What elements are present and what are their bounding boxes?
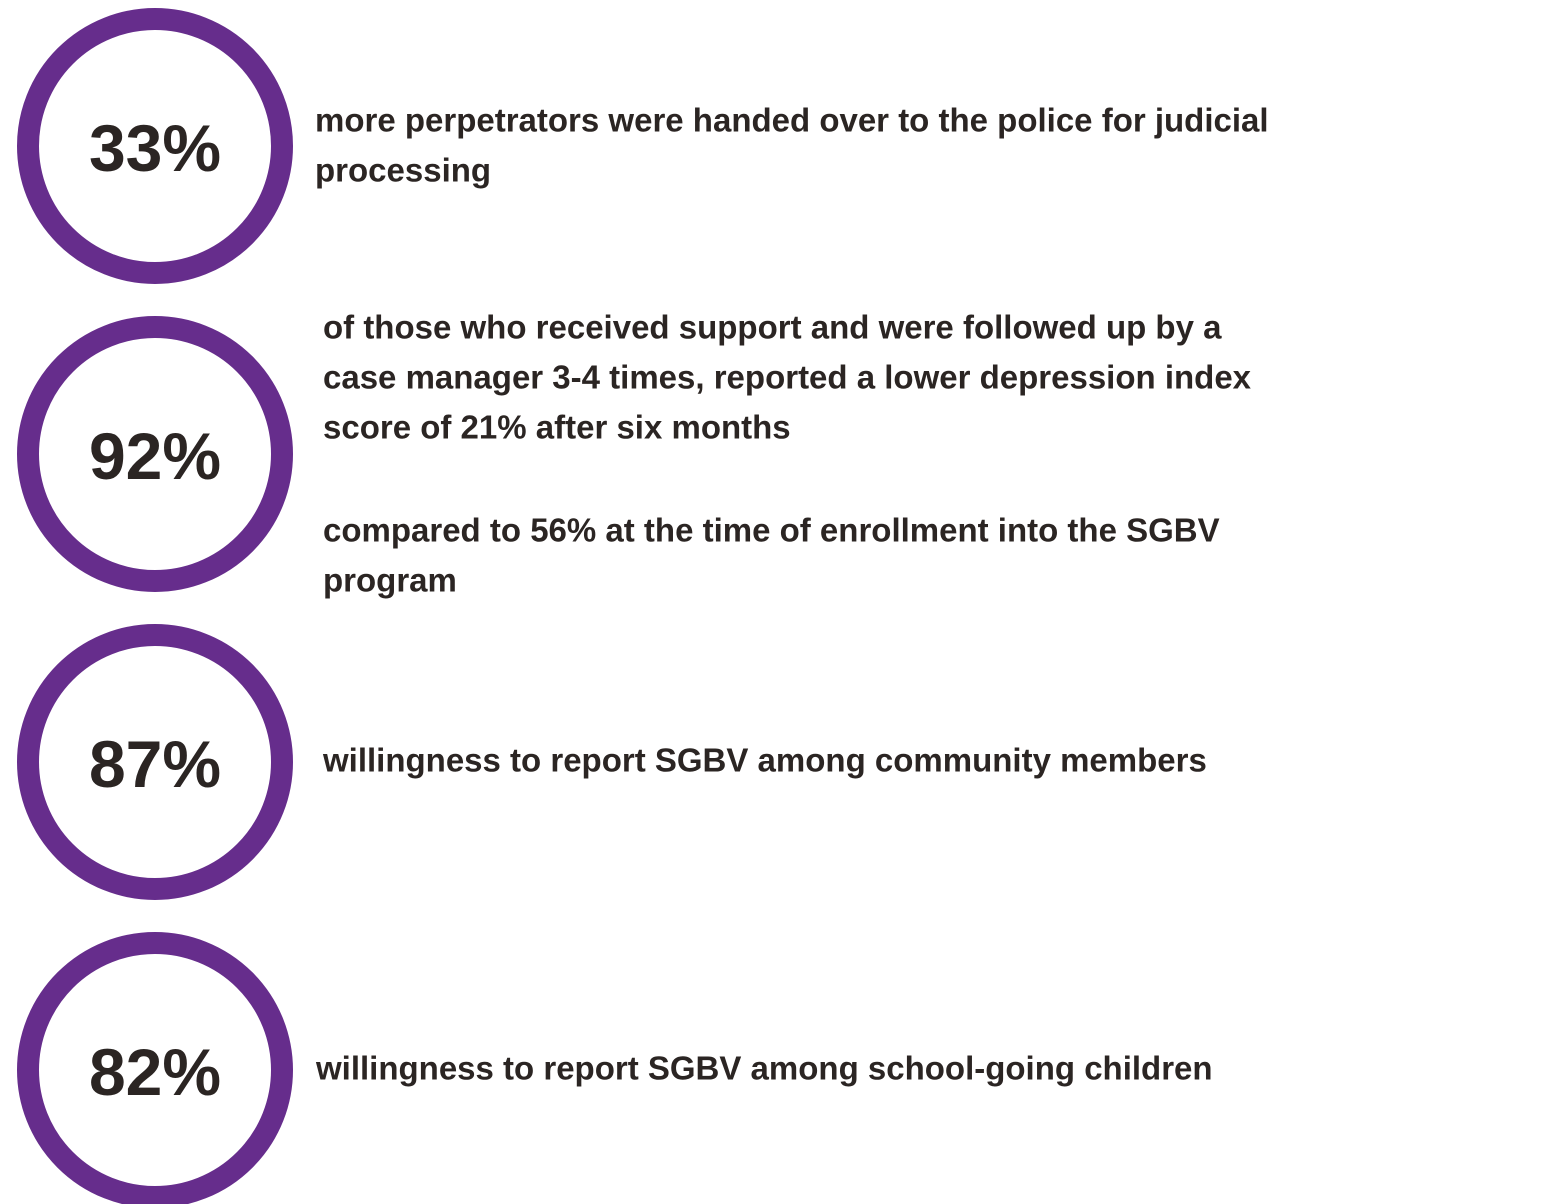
description-line: willingness to report SGBV among communi… [322,742,1207,779]
description-line: program [323,562,457,599]
stat-ring [17,8,293,284]
description-line: compared to 56% at the time of enrollmen… [323,512,1220,549]
stat-value: 87% [89,727,221,801]
description-line: case manager 3-4 times, reported a lower… [323,359,1252,396]
stat-value: 92% [89,419,221,493]
description-line: more perpetrators were handed over to th… [315,102,1269,139]
stat-value: 82% [89,1035,221,1109]
stat-ring [17,932,293,1204]
description-line: willingness to report SGBV among school-… [315,1050,1213,1087]
stat-ring [17,624,293,900]
description-line: score of 21% after six months [323,409,791,446]
stat-value: 33% [89,111,221,185]
description-line: of those who received support and were f… [323,309,1222,346]
description-line: processing [315,152,491,189]
stat-ring [17,316,293,592]
